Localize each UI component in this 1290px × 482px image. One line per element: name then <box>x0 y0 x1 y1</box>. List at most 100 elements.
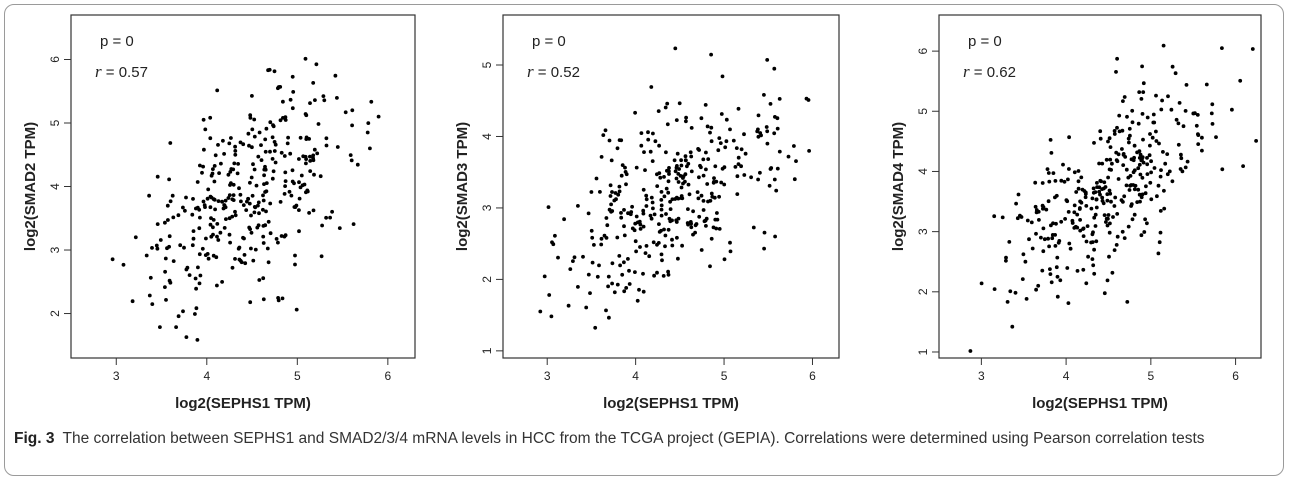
data-point <box>663 105 668 110</box>
data-point <box>674 176 679 181</box>
data-point <box>651 206 655 211</box>
data-point <box>1145 172 1150 177</box>
data-point <box>312 147 317 152</box>
data-point <box>211 225 215 230</box>
data-point <box>765 141 770 146</box>
data-point <box>666 269 670 274</box>
data-point <box>718 141 723 146</box>
data-point <box>229 181 233 186</box>
data-point <box>566 303 571 308</box>
data-point <box>586 272 591 277</box>
data-point <box>1167 169 1172 174</box>
data-point <box>1090 257 1095 261</box>
data-point <box>242 236 246 241</box>
data-point <box>1078 218 1082 222</box>
data-point <box>683 154 688 159</box>
data-point <box>1085 224 1090 229</box>
data-point <box>220 280 225 284</box>
data-point <box>687 192 692 197</box>
data-point <box>216 143 220 147</box>
data-point <box>622 289 627 294</box>
data-point <box>604 308 608 313</box>
data-point <box>1010 324 1015 329</box>
data-point <box>626 257 630 261</box>
data-point <box>1089 206 1094 211</box>
data-point <box>1075 212 1080 217</box>
data-point <box>1156 251 1161 256</box>
data-point <box>1076 179 1081 184</box>
data-point <box>1072 170 1077 175</box>
data-point <box>1055 294 1060 299</box>
data-point <box>588 291 592 295</box>
data-point <box>194 306 199 311</box>
data-point <box>193 312 197 316</box>
data-point <box>293 253 297 258</box>
data-point <box>1176 142 1181 147</box>
data-point <box>792 177 797 182</box>
data-point <box>1156 183 1161 188</box>
p-value-annotation: p = 0 <box>968 33 1002 50</box>
data-point <box>1084 239 1089 244</box>
data-point <box>1158 209 1163 213</box>
data-point <box>369 99 374 104</box>
data-point <box>237 186 241 191</box>
data-point <box>252 134 257 139</box>
data-point <box>147 193 152 198</box>
data-point <box>762 230 767 235</box>
data-point <box>607 138 612 143</box>
data-point <box>1030 246 1035 251</box>
data-point <box>1107 230 1112 235</box>
y-tick-label: 1 <box>480 347 494 354</box>
x-tick-label: 5 <box>294 369 301 383</box>
data-point <box>701 199 706 203</box>
data-point <box>630 204 634 209</box>
data-point <box>1132 187 1137 192</box>
data-point <box>231 182 236 187</box>
data-point <box>1042 237 1047 242</box>
data-point <box>751 225 756 230</box>
data-point <box>299 173 304 178</box>
data-point <box>571 259 575 263</box>
data-point <box>1041 226 1046 231</box>
data-point <box>285 141 290 146</box>
data-point <box>242 253 247 257</box>
data-point <box>709 191 714 196</box>
data-point <box>150 246 154 250</box>
data-point <box>1058 278 1063 283</box>
data-point <box>668 207 673 212</box>
data-point <box>1139 195 1144 200</box>
data-point <box>1169 107 1174 112</box>
data-point <box>252 167 257 172</box>
data-point <box>1150 135 1155 140</box>
data-point <box>706 157 711 162</box>
data-point <box>1139 97 1144 101</box>
data-point <box>263 164 267 169</box>
data-point <box>1082 189 1087 193</box>
data-point <box>638 222 643 227</box>
data-point <box>191 236 196 241</box>
data-point <box>1094 197 1099 202</box>
data-point <box>198 215 202 220</box>
data-point <box>350 123 354 128</box>
data-point <box>1047 244 1051 249</box>
data-point <box>250 145 254 150</box>
data-point <box>195 180 200 184</box>
y-tick-label: 6 <box>48 56 62 63</box>
data-point <box>656 109 661 113</box>
data-point <box>713 164 718 169</box>
data-point <box>324 136 329 141</box>
data-points <box>110 56 381 342</box>
data-point <box>1140 112 1145 116</box>
data-point <box>736 106 741 111</box>
data-point <box>226 172 231 177</box>
data-point <box>742 132 746 137</box>
data-point <box>1145 156 1149 160</box>
data-point <box>251 162 255 167</box>
data-point <box>263 149 268 154</box>
data-point <box>214 255 219 260</box>
data-point <box>590 260 595 265</box>
data-point <box>1046 171 1051 175</box>
data-point <box>639 143 644 148</box>
data-point <box>1068 246 1073 251</box>
data-point <box>1004 258 1008 263</box>
